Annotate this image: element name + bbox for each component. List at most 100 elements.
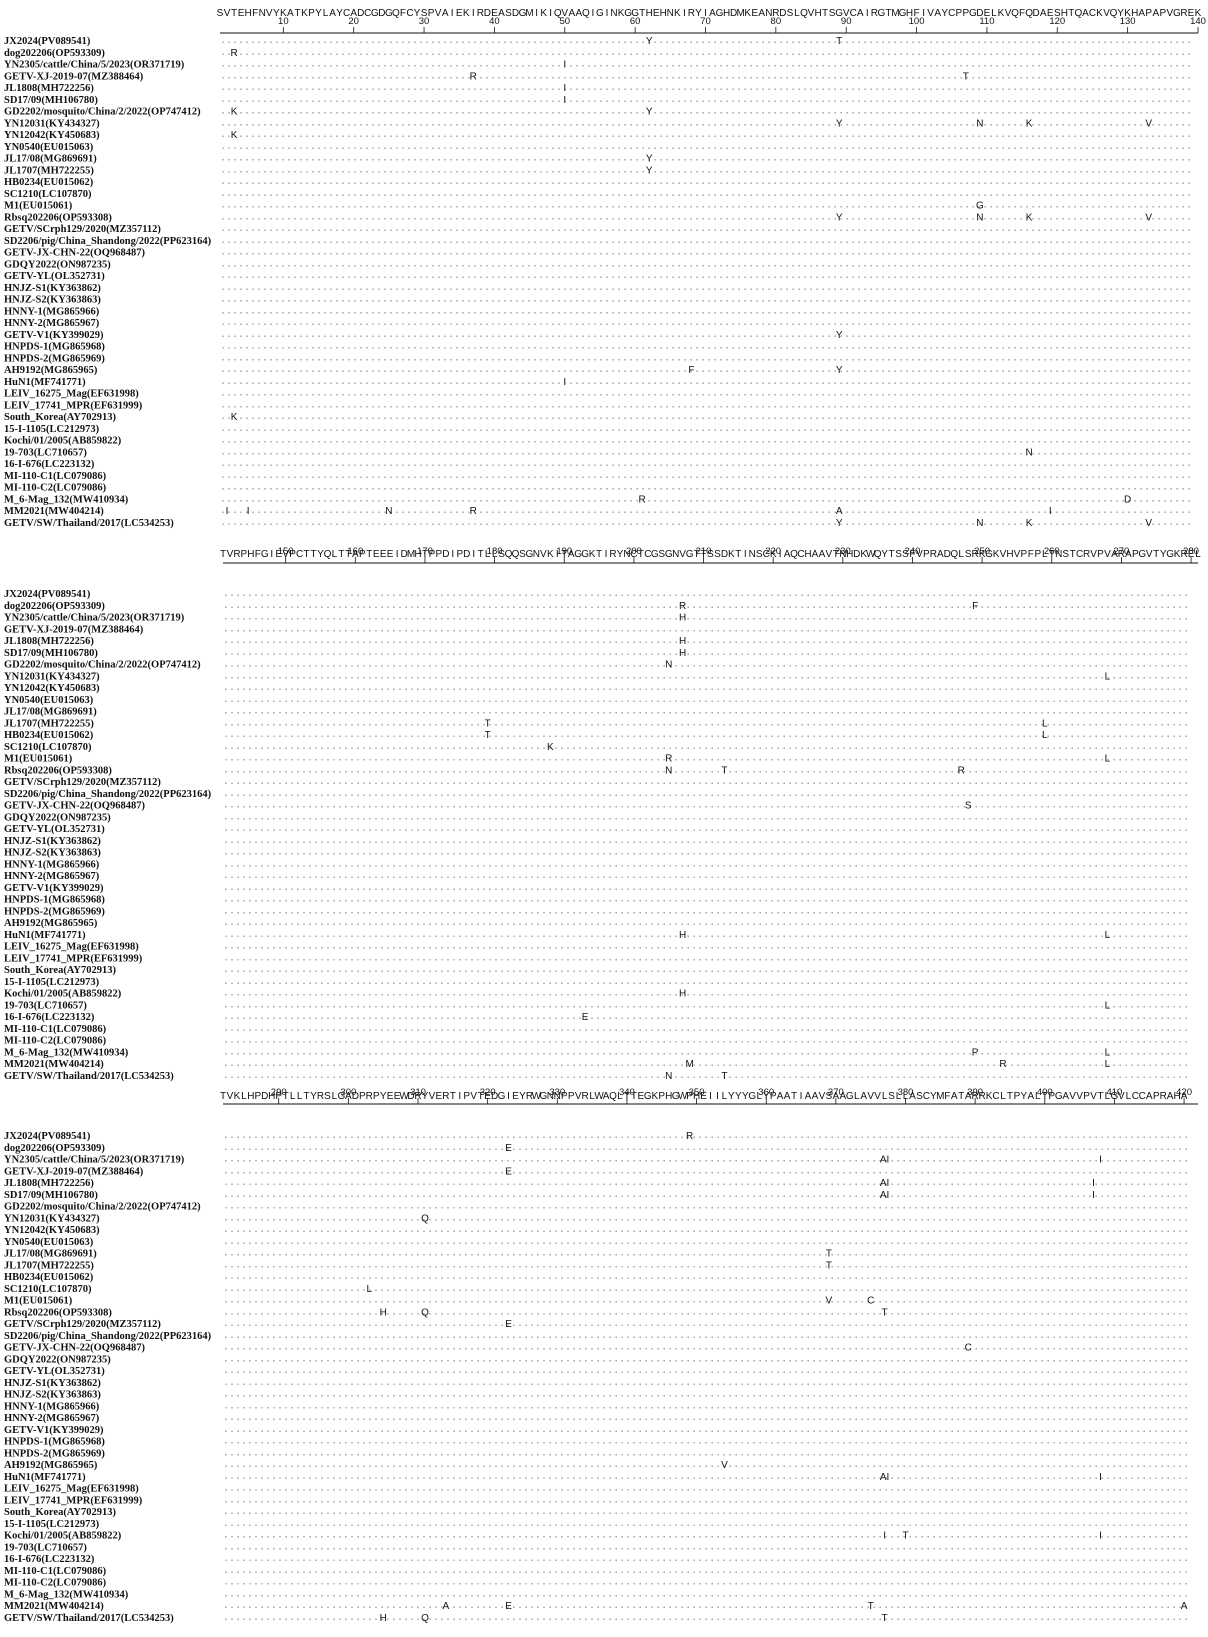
variant-residue: T (721, 765, 727, 776)
consensus-residue: S (756, 549, 763, 560)
consensus-residue: P (686, 1091, 693, 1102)
variant-residue: L (1105, 671, 1111, 682)
consensus-residue: F (914, 8, 920, 19)
alignment-row: HB0234(EU015062)........................… (4, 730, 1189, 741)
ruler-tick-label: 410 (1106, 1087, 1122, 1098)
sequence-name: AH9192(MG865965) (4, 365, 98, 376)
consensus-residue: K (1124, 8, 1131, 19)
consensus-residue: G (644, 1091, 652, 1102)
identity-dots: ........................................… (220, 224, 1192, 235)
consensus-residue: V (266, 8, 273, 19)
variant-residue: L (1105, 930, 1111, 941)
consensus-residue: E (387, 549, 394, 560)
consensus-residue: S (505, 8, 512, 19)
alignment-row: YN12031(KY434327).......................… (4, 671, 1189, 682)
ruler-tick-label: 140 (1190, 16, 1206, 27)
consensus-residue: I (704, 8, 707, 19)
alignment-row: GETV-XJ-2019-07(MZ388464)...............… (4, 624, 1189, 635)
variant-residue: G (976, 201, 984, 212)
sequence-name: YN12031(KY434327) (4, 1213, 100, 1224)
variant-residue: T (826, 1249, 832, 1260)
consensus-residue: F (255, 549, 261, 560)
consensus-residue: K (1195, 8, 1202, 19)
alignment-row: LEIV_17741_MPR(EF631999)................… (4, 1495, 1189, 1506)
consensus-residue: R (871, 8, 878, 19)
alignment-row: HuN1(MF741771)..........................… (4, 377, 1192, 388)
consensus-residue: G (581, 549, 589, 560)
consensus-residue: K (234, 1091, 241, 1102)
identity-dots: ........................................… (220, 95, 1192, 106)
consensus-residue: T (639, 8, 645, 19)
consensus-residue: A (1152, 8, 1159, 19)
variant-residue: AI (880, 1190, 889, 1201)
identity-dots: ........................................… (223, 977, 1189, 988)
consensus-residue: L (332, 549, 338, 560)
consensus-residue: T (596, 549, 602, 560)
variant-residue: Y (836, 118, 843, 129)
ruler-tick-label: 260 (1044, 546, 1060, 557)
sequence-name: GETV-JX-CHN-22(OQ968487) (4, 1343, 145, 1354)
identity-dots: ........................................… (223, 1249, 1189, 1260)
ruler-tick-label: 290 (271, 1087, 287, 1098)
sequence-name: HNJZ-S2(KY363863) (4, 1390, 101, 1401)
identity-dots: ........................................… (223, 1071, 1189, 1082)
variant-residue: L (1105, 1059, 1111, 1070)
consensus-residue: K (993, 549, 1000, 560)
identity-dots: ........................................… (223, 1000, 1189, 1011)
consensus-residue: L (756, 1091, 762, 1102)
sequence-name: M_6-Mag_132(MW410934) (4, 1589, 129, 1600)
sequence-name: 15-I-1105(LC212973) (4, 1519, 100, 1530)
identity-dots: ........................................… (220, 271, 1192, 282)
variant-residue: Y (646, 36, 653, 47)
consensus-residue: V (1146, 549, 1153, 560)
ruler-tick-label: 120 (1049, 16, 1065, 27)
consensus-residue: G (1138, 549, 1146, 560)
variant-residue: I (1099, 1472, 1102, 1483)
consensus-residue: T (478, 1091, 484, 1102)
consensus-residue: T (366, 549, 372, 560)
identity-dots: ........................................… (223, 1213, 1189, 1224)
consensus-residue: K (770, 549, 777, 560)
consensus-residue: D (976, 8, 983, 19)
variant-residue: K (547, 742, 554, 753)
variant-residue: AI (880, 1155, 889, 1166)
ruler-tick-label: 70 (700, 16, 711, 27)
consensus-residue: W (532, 1091, 542, 1102)
identity-dots: ........................................… (223, 1354, 1189, 1365)
consensus-residue: V (874, 1091, 881, 1102)
consensus-residue: S (1062, 549, 1069, 560)
identity-dots: ........................................… (220, 353, 1192, 364)
sequence-name: SC1210(LC107870) (4, 1284, 92, 1295)
identity-dots: ........................................… (220, 365, 1192, 376)
consensus-residue: A (287, 8, 294, 19)
consensus-residue: N (839, 549, 846, 560)
consensus-residue: E (456, 8, 463, 19)
ruler-tick-label: 300 (340, 1087, 356, 1098)
sequence-name: HuN1(MF741771) (4, 930, 86, 941)
sequence-name: Kochi/01/2005(AB859822) (4, 436, 122, 447)
consensus-residue: G (877, 8, 885, 19)
consensus-residue: C (343, 8, 350, 19)
identity-dots: ........................................… (223, 1460, 1189, 1471)
consensus-residue: I (535, 8, 538, 19)
identity-dots: ........................................… (220, 342, 1192, 353)
variant-residue: R (665, 754, 672, 765)
consensus-residue: T (304, 1091, 310, 1102)
alignment-row: JL17/08(MG869691).......................… (4, 1249, 1189, 1260)
identity-dots: ........................................… (220, 506, 1192, 517)
alignment-row: SD17/09(MH106780).......................… (4, 95, 1192, 106)
variant-residue: K (1026, 118, 1033, 129)
consensus-residue: S (217, 8, 224, 19)
consensus-residue: C (364, 8, 371, 19)
consensus-residue: G (526, 549, 534, 560)
alignment-row: HB0234(EU015062)........................… (4, 1272, 1189, 1283)
consensus-residue: C (1132, 1091, 1139, 1102)
consensus-residue: M (936, 1091, 944, 1102)
identity-dots: ........................................… (223, 1578, 1189, 1589)
consensus-residue: K (589, 549, 596, 560)
identity-dots: ........................................… (223, 1519, 1189, 1530)
alignment-row: HNJZ-S2(KY363863).......................… (4, 848, 1189, 859)
consensus-residue: G (846, 1091, 854, 1102)
consensus-residue: H (846, 549, 853, 560)
sequence-name: GETV-JX-CHN-22(OQ968487) (4, 248, 145, 259)
